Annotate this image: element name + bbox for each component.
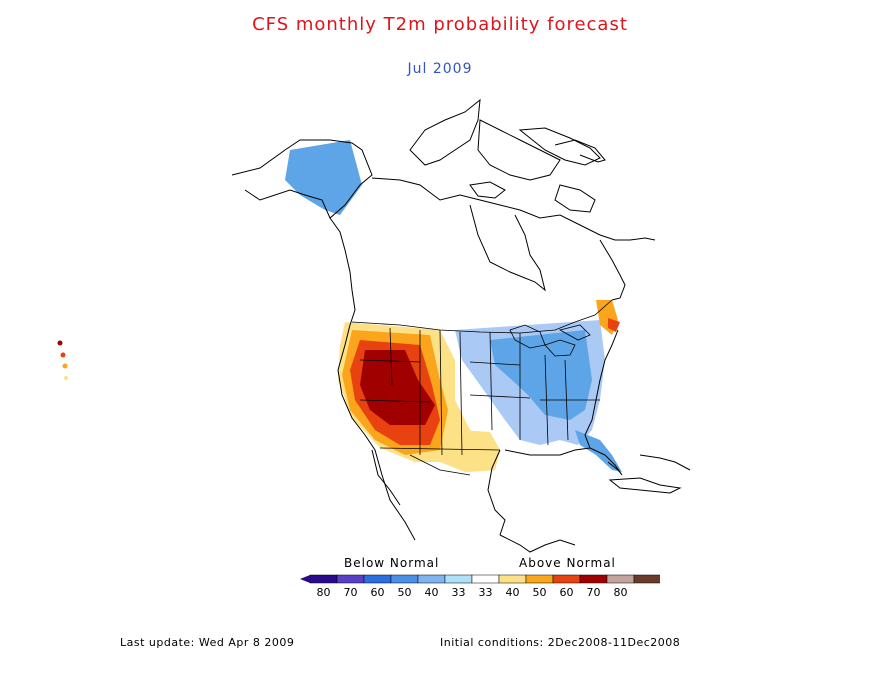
legend-swatch bbox=[363, 574, 392, 584]
legend-swatch bbox=[633, 574, 660, 584]
legend-swatch bbox=[390, 574, 419, 584]
legend-below-label: Below Normal bbox=[344, 556, 440, 570]
legend-swatch bbox=[336, 574, 365, 584]
legend-tick-label: 60 bbox=[560, 586, 574, 599]
chart-subtitle: Jul 2009 bbox=[407, 61, 473, 77]
newengland-above-normal-strong-area bbox=[608, 318, 620, 332]
chart-title: CFS monthly T2m probability forecast bbox=[252, 14, 628, 35]
legend-swatch bbox=[498, 574, 527, 584]
probability-legend: 80 70 60 50 40 33 33 40 50 60 70 80 bbox=[300, 574, 660, 599]
legend-swatch bbox=[417, 574, 446, 584]
legend-tick-label: 33 bbox=[479, 586, 493, 599]
legend-tick-label: 70 bbox=[587, 586, 601, 599]
legend-tick-label: 60 bbox=[371, 586, 385, 599]
legend-tick-label: 80 bbox=[317, 586, 331, 599]
texas-above-normal-light-area bbox=[455, 430, 500, 472]
legend-tick-label: 70 bbox=[344, 586, 358, 599]
west-above-normal-dark-area bbox=[360, 350, 435, 425]
legend-tick-label: 80 bbox=[614, 586, 628, 599]
legend-tick-label: 33 bbox=[452, 586, 466, 599]
legend-above-label: Above Normal bbox=[519, 556, 616, 570]
legend-swatch bbox=[552, 574, 581, 584]
legend-swatch bbox=[471, 574, 500, 584]
legend-swatch bbox=[309, 574, 338, 584]
legend-left-arrow bbox=[300, 575, 310, 583]
last-update-text: Last update: Wed Apr 8 2009 bbox=[120, 636, 295, 649]
political-borders bbox=[351, 299, 613, 476]
legend-tick-label: 40 bbox=[425, 586, 439, 599]
legend-tick-label: 40 bbox=[506, 586, 520, 599]
probability-shading bbox=[285, 140, 622, 472]
legend-swatch bbox=[444, 574, 473, 584]
initial-conditions-text: Initial conditions: 2Dec2008-11Dec2008 bbox=[440, 636, 681, 649]
legend-swatch bbox=[579, 574, 608, 584]
side-markers bbox=[57, 340, 68, 380]
alaska-below-normal-area bbox=[285, 140, 362, 215]
legend-swatch bbox=[606, 574, 635, 584]
legend-swatch bbox=[525, 574, 554, 584]
legend-tick-label: 50 bbox=[398, 586, 412, 599]
coastlines bbox=[231, 98, 691, 553]
legend-tick-label: 50 bbox=[533, 586, 547, 599]
